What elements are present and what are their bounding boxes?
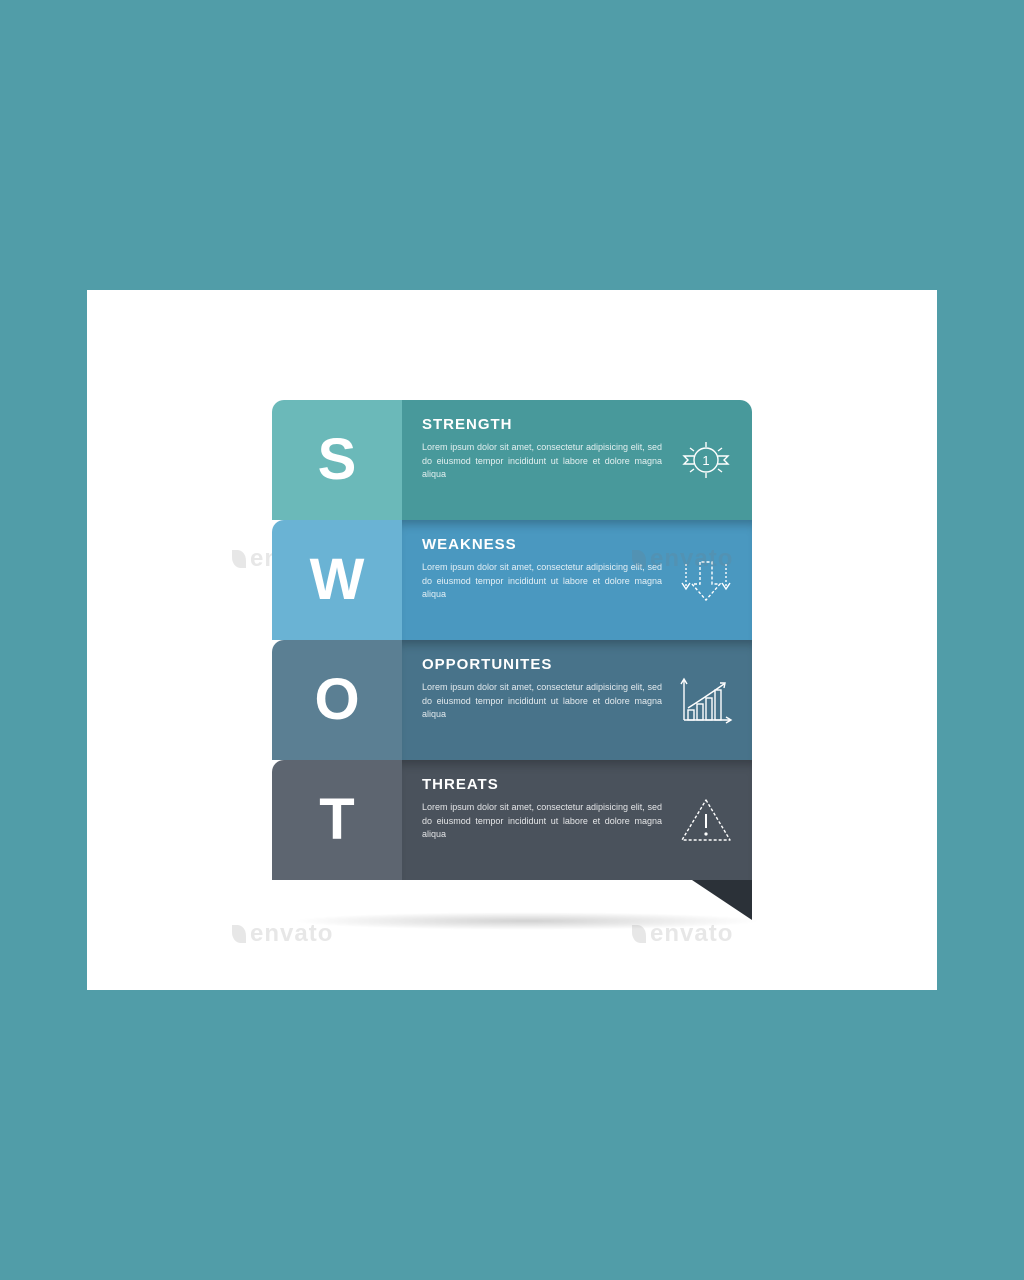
award-icon: 1 <box>676 430 736 490</box>
warning-icon <box>676 790 736 850</box>
title-threats: THREATS <box>422 776 662 793</box>
content-box-weakness: WEAKNESS Lorem ipsum dolor sit amet, con… <box>402 520 752 640</box>
watermark: envato <box>232 920 333 948</box>
swot-row-opportunities: O OPPORTUNITES Lorem ipsum dolor sit ame… <box>272 640 752 760</box>
content-box-strength: STRENGTH Lorem ipsum dolor sit amet, con… <box>402 400 752 520</box>
body-strength: Lorem ipsum dolor sit amet, consectetur … <box>422 441 662 482</box>
letter-o: O <box>314 671 359 729</box>
svg-text:1: 1 <box>702 453 709 468</box>
watermark: envato <box>632 920 733 948</box>
letter-box-s: S <box>272 400 402 520</box>
title-weakness: WEAKNESS <box>422 536 662 553</box>
letter-box-t: T <box>272 760 402 880</box>
swot-row-weakness: W WEAKNESS Lorem ipsum dolor sit amet, c… <box>272 520 752 640</box>
growth-chart-icon <box>676 670 736 730</box>
title-strength: STRENGTH <box>422 416 662 433</box>
letter-t: T <box>319 791 354 849</box>
title-opportunities: OPPORTUNITES <box>422 656 662 673</box>
body-weakness: Lorem ipsum dolor sit amet, consectetur … <box>422 561 662 602</box>
body-opportunities: Lorem ipsum dolor sit amet, consectetur … <box>422 681 662 722</box>
watermark: envato <box>632 545 733 573</box>
body-threats: Lorem ipsum dolor sit amet, consectetur … <box>422 801 662 842</box>
letter-box-o: O <box>272 640 402 760</box>
swot-infographic: S STRENGTH Lorem ipsum dolor sit amet, c… <box>272 400 752 880</box>
content-box-opportunities: OPPORTUNITES Lorem ipsum dolor sit amet,… <box>402 640 752 760</box>
letter-s: S <box>318 431 357 489</box>
content-box-threats: THREATS Lorem ipsum dolor sit amet, cons… <box>402 760 752 880</box>
swot-row-threats: T THREATS Lorem ipsum dolor sit amet, co… <box>272 760 752 880</box>
letter-box-w: W <box>272 520 402 640</box>
canvas: S STRENGTH Lorem ipsum dolor sit amet, c… <box>87 290 937 990</box>
swot-row-strength: S STRENGTH Lorem ipsum dolor sit amet, c… <box>272 400 752 520</box>
letter-w: W <box>310 551 365 609</box>
